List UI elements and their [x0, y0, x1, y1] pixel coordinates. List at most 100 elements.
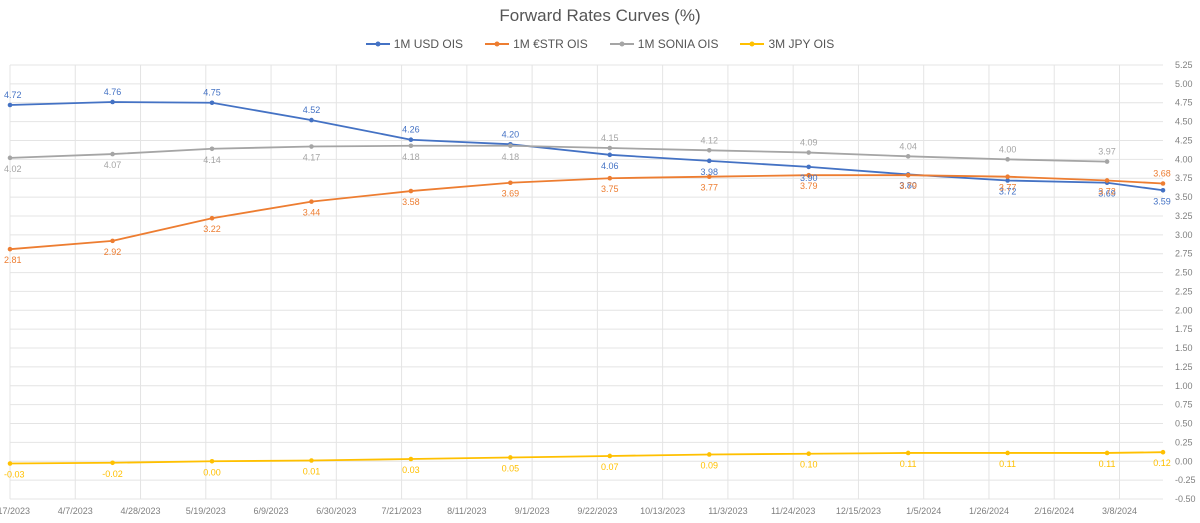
y-tick-label: 4.25 — [1175, 135, 1193, 145]
y-tick-label: 3.75 — [1175, 173, 1193, 183]
x-tick-label: 1/26/2024 — [969, 506, 1009, 516]
legend-swatch-jpy — [740, 41, 765, 47]
data-label: 0.03 — [402, 465, 420, 475]
x-tick-label: 2/16/2024 — [1034, 506, 1074, 516]
data-point — [607, 152, 613, 158]
data-label: 3.77 — [999, 183, 1017, 193]
x-tick-label: 9/1/2023 — [515, 506, 550, 516]
data-label: 4.07 — [104, 160, 122, 170]
data-label: 4.14 — [203, 155, 221, 165]
series-line-2 — [9, 144, 1108, 163]
data-label: 0.12 — [1153, 458, 1171, 468]
data-label: 4.52 — [303, 105, 321, 115]
grid-lines — [9, 64, 1163, 500]
legend-swatch-sonia — [609, 41, 634, 47]
y-tick-label: 0.75 — [1175, 400, 1193, 410]
data-point — [309, 144, 314, 149]
data-point — [209, 215, 215, 221]
data-label: 3.77 — [700, 183, 718, 193]
data-point — [110, 238, 115, 244]
data-label: 3.98 — [700, 167, 718, 177]
data-label: 4.75 — [203, 88, 221, 98]
x-tick-label: 12/15/2023 — [836, 506, 881, 516]
data-label: 4.06 — [601, 161, 619, 171]
data-point — [1160, 181, 1166, 186]
data-point — [408, 456, 414, 462]
data-label: 4.18 — [402, 152, 420, 162]
data-label: -0.02 — [102, 469, 123, 479]
series-lines — [7, 99, 1166, 466]
legend: 1M USD OIS 1M €STR OIS 1M SONIA OIS 3M J… — [0, 37, 1200, 51]
data-point — [110, 99, 115, 105]
data-label: 4.12 — [700, 135, 718, 145]
data-label: 0.11 — [999, 459, 1016, 469]
data-label: -0.03 — [4, 470, 25, 480]
data-point — [706, 452, 712, 457]
data-label: 4.02 — [4, 164, 22, 174]
legend-item-jpy: 3M JPY OIS — [740, 37, 834, 51]
data-label: 3.58 — [402, 197, 420, 207]
data-label: 0.09 — [700, 460, 718, 470]
y-tick-label: -0.25 — [1175, 475, 1196, 485]
data-label: 2.92 — [104, 247, 122, 257]
legend-label-jpy: 3M JPY OIS — [768, 37, 835, 51]
y-tick-label: 0.50 — [1175, 419, 1193, 429]
data-point — [1104, 178, 1110, 183]
legend-item-sonia: 1M SONIA OIS — [609, 37, 718, 51]
data-label: 4.17 — [303, 153, 321, 163]
data-label: 3.59 — [1153, 196, 1171, 206]
y-tick-label: 5.25 — [1175, 60, 1193, 70]
data-point — [209, 458, 215, 464]
data-label: 0.07 — [601, 462, 619, 472]
data-label: 4.09 — [800, 138, 818, 148]
x-tick-label: 7/21/2023 — [382, 506, 422, 516]
data-point — [607, 175, 613, 181]
y-tick-label: 2.00 — [1175, 305, 1193, 315]
y-tick-label: 0.25 — [1175, 437, 1193, 447]
y-tick-label: 2.25 — [1175, 286, 1193, 296]
data-label: 2.81 — [4, 255, 22, 265]
series-line-1 — [9, 174, 1164, 251]
data-point — [309, 117, 314, 123]
data-point — [508, 143, 513, 149]
series-line-3 — [9, 451, 1164, 465]
data-point — [1104, 450, 1110, 456]
data-point — [309, 458, 314, 463]
data-point — [1005, 157, 1010, 162]
data-label: 3.22 — [203, 224, 221, 234]
y-tick-label: -0.50 — [1175, 494, 1196, 504]
data-point — [7, 246, 13, 252]
chart-title: Forward Rates Curves (%) — [499, 6, 701, 25]
y-tick-label: 4.75 — [1175, 98, 1193, 108]
data-label: 4.26 — [402, 125, 420, 135]
legend-swatch-usd — [365, 41, 390, 47]
legend-swatch-estr — [485, 41, 510, 47]
data-point — [905, 154, 911, 159]
data-label: 4.20 — [502, 129, 520, 139]
data-point — [1005, 178, 1010, 183]
data-point — [1160, 187, 1166, 193]
data-label: 4.15 — [601, 133, 619, 143]
data-point — [408, 143, 414, 149]
data-point — [209, 146, 215, 152]
y-tick-label: 5.00 — [1175, 79, 1193, 89]
legend-label-estr: 1M €STR OIS — [513, 37, 588, 51]
data-label: 3.69 — [1098, 189, 1116, 199]
data-point — [806, 150, 812, 155]
data-label: 3.79 — [899, 181, 917, 191]
data-label: 3.44 — [303, 208, 321, 218]
data-point — [309, 199, 314, 204]
y-tick-label: 1.00 — [1175, 381, 1193, 391]
y-tick-label: 2.75 — [1175, 249, 1193, 259]
data-point — [7, 102, 13, 108]
data-point — [1005, 174, 1010, 180]
data-point — [1005, 450, 1010, 456]
x-axis: 3/17/2023 4/7/2023 4/28/2023 5/19/2023 6/9/2… — [0, 506, 1137, 516]
x-tick-label: 1/5/2024 — [906, 506, 941, 516]
data-point — [607, 145, 613, 151]
x-tick-label: 11/24/2023 — [771, 506, 815, 516]
data-label: 0.11 — [900, 459, 917, 469]
data-label: 0.05 — [502, 463, 520, 473]
y-tick-label: 3.50 — [1175, 192, 1193, 202]
